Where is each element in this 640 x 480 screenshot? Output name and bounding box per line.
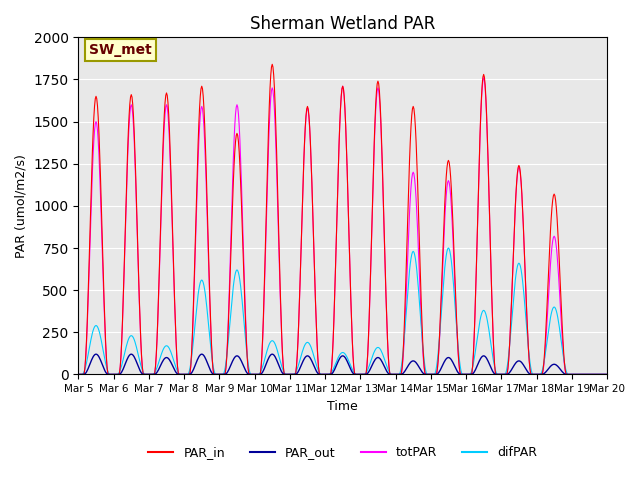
Line: PAR_out: PAR_out: [79, 354, 606, 374]
PAR_out: [602, 372, 610, 377]
difPAR: [84, 353, 92, 359]
PAR_out: [139, 372, 147, 377]
totPAR: [406, 196, 414, 202]
totPAR: [75, 372, 83, 377]
X-axis label: Time: Time: [327, 400, 358, 413]
PAR_out: [75, 372, 83, 377]
Line: PAR_in: PAR_in: [79, 64, 606, 374]
totPAR: [84, 304, 92, 310]
totPAR: [422, 372, 429, 377]
difPAR: [138, 367, 146, 373]
totPAR: [480, 75, 488, 81]
difPAR: [220, 371, 228, 376]
PAR_in: [407, 124, 415, 130]
Y-axis label: PAR (umol/m2/s): PAR (umol/m2/s): [15, 154, 28, 258]
totPAR: [138, 364, 146, 370]
totPAR: [602, 372, 610, 377]
PAR_in: [422, 372, 430, 377]
PAR_out: [221, 372, 228, 377]
PAR_out: [92, 351, 100, 357]
Title: Sherman Wetland PAR: Sherman Wetland PAR: [250, 15, 435, 33]
PAR_in: [220, 372, 228, 377]
PAR_in: [138, 364, 146, 370]
difPAR: [192, 312, 200, 318]
difPAR: [602, 372, 610, 377]
difPAR: [75, 372, 83, 377]
Line: totPAR: totPAR: [79, 78, 606, 374]
PAR_in: [75, 372, 83, 377]
PAR_out: [84, 366, 92, 372]
PAR_out: [407, 359, 415, 365]
Text: SW_met: SW_met: [89, 43, 152, 57]
totPAR: [192, 228, 200, 233]
PAR_in: [192, 216, 200, 222]
PAR_in: [84, 298, 92, 303]
Line: difPAR: difPAR: [79, 248, 606, 374]
PAR_in: [602, 372, 610, 377]
difPAR: [422, 368, 429, 373]
PAR_out: [422, 372, 430, 377]
difPAR: [445, 245, 452, 251]
Legend: PAR_in, PAR_out, totPAR, difPAR: PAR_in, PAR_out, totPAR, difPAR: [143, 441, 542, 464]
PAR_in: [268, 61, 276, 67]
difPAR: [406, 261, 414, 267]
PAR_out: [193, 359, 200, 364]
totPAR: [220, 372, 228, 377]
